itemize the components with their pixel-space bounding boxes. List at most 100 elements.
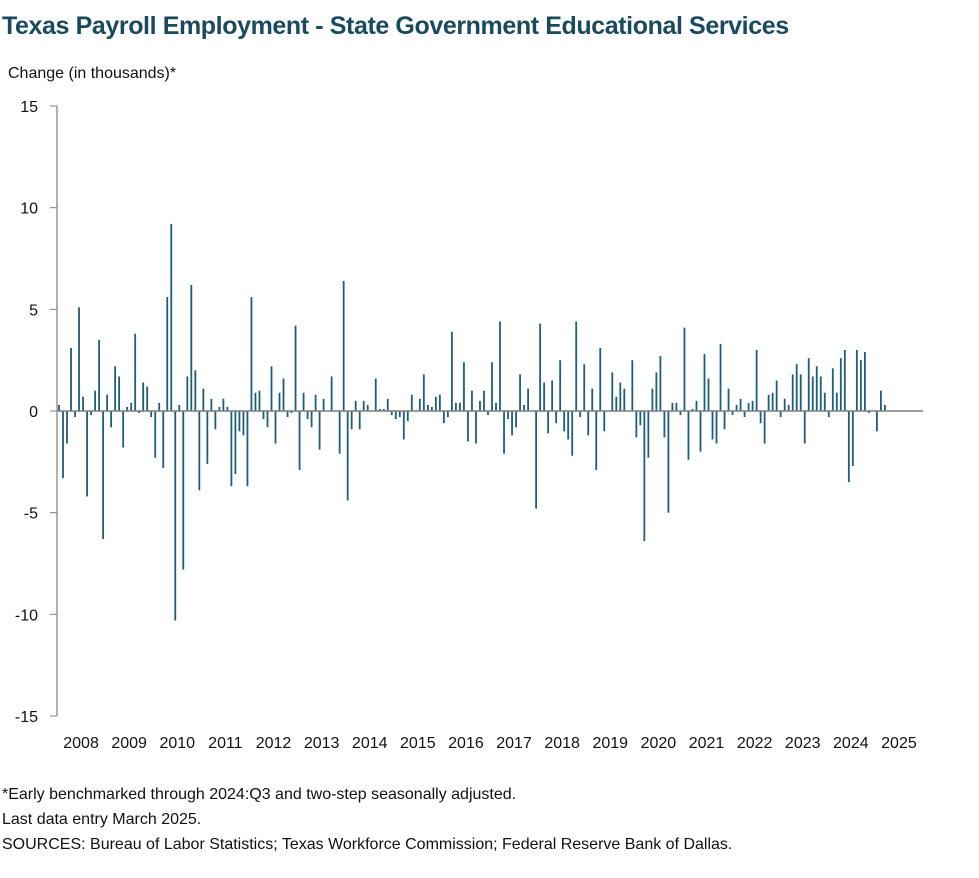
bar [859, 360, 862, 411]
y-tick-label: 0 [29, 404, 38, 421]
y-tick-label: 10 [20, 201, 38, 218]
bar [631, 360, 634, 411]
bar [286, 411, 289, 418]
bar [819, 376, 822, 411]
bar [202, 388, 205, 411]
bar [154, 411, 157, 458]
bar [483, 390, 485, 411]
bar [262, 411, 265, 420]
bar [559, 360, 562, 411]
x-tick-label: 2010 [159, 735, 195, 752]
bar [763, 411, 766, 444]
bar [599, 347, 602, 411]
bar [475, 411, 477, 444]
bar [679, 411, 682, 416]
bar [246, 411, 249, 487]
bar [218, 406, 221, 411]
bar [771, 392, 774, 411]
bar [230, 411, 233, 487]
bar [675, 402, 678, 411]
bar [867, 411, 870, 414]
bar [527, 388, 529, 411]
x-tick-label: 2025 [881, 735, 917, 752]
x-tick-label: 2013 [304, 735, 340, 752]
bar [398, 411, 401, 418]
bar [378, 408, 381, 411]
bar [426, 404, 429, 411]
bar [194, 370, 197, 411]
bar [615, 396, 618, 411]
bar [659, 356, 662, 411]
bar [719, 343, 722, 411]
bar [110, 411, 113, 428]
bar [839, 358, 842, 411]
bar [146, 386, 149, 411]
bar [787, 404, 790, 411]
bar [274, 411, 277, 444]
bar [234, 411, 237, 475]
bar [170, 223, 173, 411]
bar [651, 388, 654, 411]
bar [350, 411, 353, 430]
bar [438, 394, 441, 411]
bar [635, 411, 638, 438]
bar [142, 382, 145, 411]
bar [731, 411, 734, 416]
bar [791, 374, 794, 411]
bar [547, 411, 550, 434]
bar [743, 411, 746, 418]
bar [455, 402, 457, 411]
bar [807, 358, 810, 411]
bar [595, 411, 598, 470]
bar [647, 411, 650, 458]
bar [803, 411, 806, 444]
bar [226, 406, 229, 411]
bar [671, 402, 674, 411]
bar [811, 376, 814, 411]
bar [823, 392, 826, 411]
bar [639, 411, 642, 426]
x-tick-label: 2021 [689, 735, 725, 752]
bar [447, 411, 449, 418]
bar [539, 323, 542, 411]
x-tick-label: 2016 [448, 735, 484, 752]
bar [799, 374, 802, 411]
bar [695, 400, 698, 411]
bar [254, 392, 257, 411]
bar [266, 411, 269, 428]
bar [623, 388, 626, 411]
bar [723, 411, 726, 430]
bar [354, 400, 357, 411]
bar [875, 411, 878, 432]
footnote-benchmark: *Early benchmarked through 2024:Q3 and t… [2, 786, 517, 803]
bar [302, 392, 305, 411]
bar [138, 411, 141, 414]
bar [166, 297, 169, 411]
bar [294, 325, 297, 411]
bar [158, 402, 161, 411]
bar [611, 372, 614, 411]
bar [210, 398, 213, 411]
bar [118, 376, 121, 411]
bar [430, 406, 433, 411]
bar [74, 411, 76, 418]
bar [418, 398, 421, 411]
bar [487, 411, 489, 416]
bar [106, 394, 109, 411]
bar [278, 392, 281, 411]
bar [358, 411, 361, 430]
bar [214, 411, 217, 430]
bar [535, 411, 538, 509]
bar [587, 411, 590, 436]
bar [783, 398, 786, 411]
bar [779, 411, 782, 418]
x-tick-label: 2020 [641, 735, 677, 752]
axes [56, 106, 923, 716]
bar [551, 380, 554, 411]
bar [855, 350, 858, 411]
bar [150, 411, 153, 418]
bar [134, 333, 137, 411]
bar [410, 394, 413, 411]
bar [94, 390, 96, 411]
